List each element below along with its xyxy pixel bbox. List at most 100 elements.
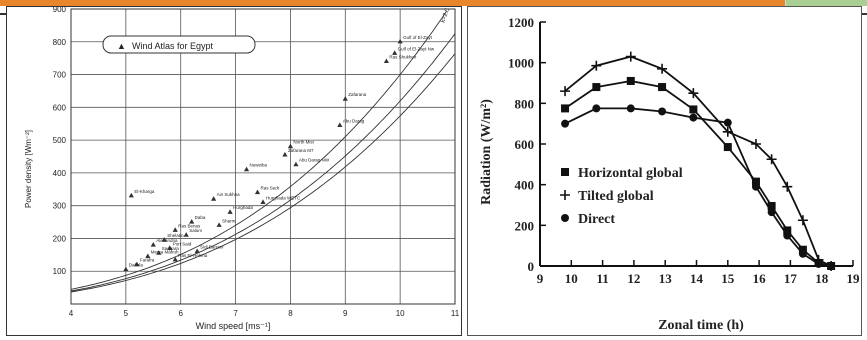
x-tick-label: 6 [178, 309, 183, 318]
point-label: Ras El-Hekma [178, 253, 208, 258]
y-axis-label: Radiation (W/m²) [479, 99, 494, 205]
data-point [172, 227, 178, 232]
x-tick-label: 17 [784, 271, 798, 286]
marker-plus [750, 139, 761, 149]
point-label: Port Said [173, 241, 192, 246]
point-label: Mersa Matruh [151, 249, 179, 254]
marker-circle [827, 262, 836, 270]
x-tick-label: 7 [233, 309, 238, 318]
data-point [134, 261, 140, 267]
point-label: Saqqara [162, 246, 180, 251]
y-tick-label: 0 [528, 259, 535, 274]
y-tick-label: 800 [515, 96, 535, 111]
legend-label: Direct [578, 212, 615, 227]
marker-plus [560, 86, 571, 97]
data-point [145, 253, 151, 259]
point-label: Ain Sukhna [217, 192, 241, 197]
data-point [337, 122, 343, 127]
x-tick-label: 15 [721, 271, 735, 286]
plot-frame [70, 8, 456, 305]
data-point [293, 161, 299, 167]
point-label: Dakhla [129, 263, 144, 268]
point-label: Hurghada WETC [266, 195, 301, 200]
data-point [342, 96, 348, 101]
y-tick-label: 100 [53, 267, 67, 276]
legend-marker: ▲ [117, 41, 126, 51]
point-label: Ras Benas [178, 223, 201, 228]
x-tick-label: 10 [565, 271, 578, 286]
data-point [211, 196, 217, 201]
data-point [183, 232, 189, 237]
marker-square [658, 83, 667, 92]
series-plus [560, 51, 837, 271]
x-tick-label: 12 [627, 271, 640, 286]
marker-plus [591, 60, 602, 71]
point-label: Alexandria [156, 238, 178, 243]
y-axis-label: Power density [Wm⁻²] [24, 130, 33, 208]
legend-label: Horizontal global [578, 166, 683, 181]
marker-square [561, 168, 569, 176]
point-label: Abu Darag [343, 118, 365, 123]
y-tick-label: 200 [515, 218, 535, 233]
point-label: Salum [189, 228, 202, 233]
marker-square [561, 104, 570, 113]
y-tick-label: 500 [53, 136, 67, 145]
marker-circle [814, 259, 823, 268]
x-tick-label: 9 [537, 271, 544, 286]
curve-label: k=2.0 [440, 7, 451, 24]
point-label: Gulf of El-Zayt Nw [398, 46, 435, 51]
y-tick-label: 300 [53, 202, 67, 211]
marker-circle [783, 231, 792, 240]
marker-plus [782, 181, 793, 192]
x-tick-label: 16 [753, 271, 767, 286]
point-label: Ras Sedr [261, 186, 280, 191]
marker-square [592, 83, 601, 92]
marker-circle [658, 107, 667, 116]
y-tick-label: 400 [53, 169, 67, 178]
marker-circle [561, 119, 570, 128]
series-circle [561, 104, 836, 270]
data-point [123, 266, 129, 272]
marker-square [723, 143, 732, 152]
legend: Horizontal global Tilted global Direct [560, 166, 683, 227]
marker-circle [723, 118, 732, 127]
x-tick-label: 9 [343, 309, 348, 318]
point-label: Shelatin [167, 233, 184, 238]
data-point [282, 151, 288, 157]
y-tick-label: 1200 [508, 15, 534, 30]
x-tick-label: 19 [847, 271, 861, 286]
point-label: Farafra [140, 258, 155, 263]
marker-circle [751, 182, 760, 191]
data-point [216, 222, 222, 227]
point-label: Abu Darag NW [299, 158, 330, 163]
x-tick-label: 13 [659, 271, 673, 286]
x-tick-label: 8 [288, 309, 293, 318]
point-label: Hurghada [233, 205, 253, 210]
series-line [564, 55, 832, 267]
x-tick-label: 11 [451, 309, 460, 318]
point-label: Daba [195, 215, 206, 220]
data-point [156, 250, 162, 255]
point-label: Nuweiba [250, 163, 268, 168]
data-point [227, 209, 233, 214]
y-tick-label: 600 [53, 103, 67, 112]
y-tick-label: 900 [53, 7, 67, 14]
y-tick-label: 600 [515, 137, 535, 152]
marker-square [626, 76, 635, 85]
point-label: Zafarana M7 [288, 148, 314, 153]
marker-circle [689, 113, 698, 122]
weibull-curve [70, 10, 448, 290]
point-label: Sharm [222, 218, 236, 223]
legend-label: Wind Atlas for Egypt [132, 41, 214, 51]
data-point [128, 192, 134, 198]
marker-plus [560, 190, 570, 200]
marker-plus [625, 51, 636, 62]
marker-circle [561, 214, 569, 222]
x-tick-label: 18 [815, 271, 829, 286]
axes: 0 200 400 600 800 1000 1200 9 10 11 12 13 14 15 16 17 18… [508, 15, 860, 286]
data-point [167, 245, 173, 250]
x-tick-label: 10 [396, 309, 405, 318]
x-tick-label: 4 [69, 309, 74, 318]
